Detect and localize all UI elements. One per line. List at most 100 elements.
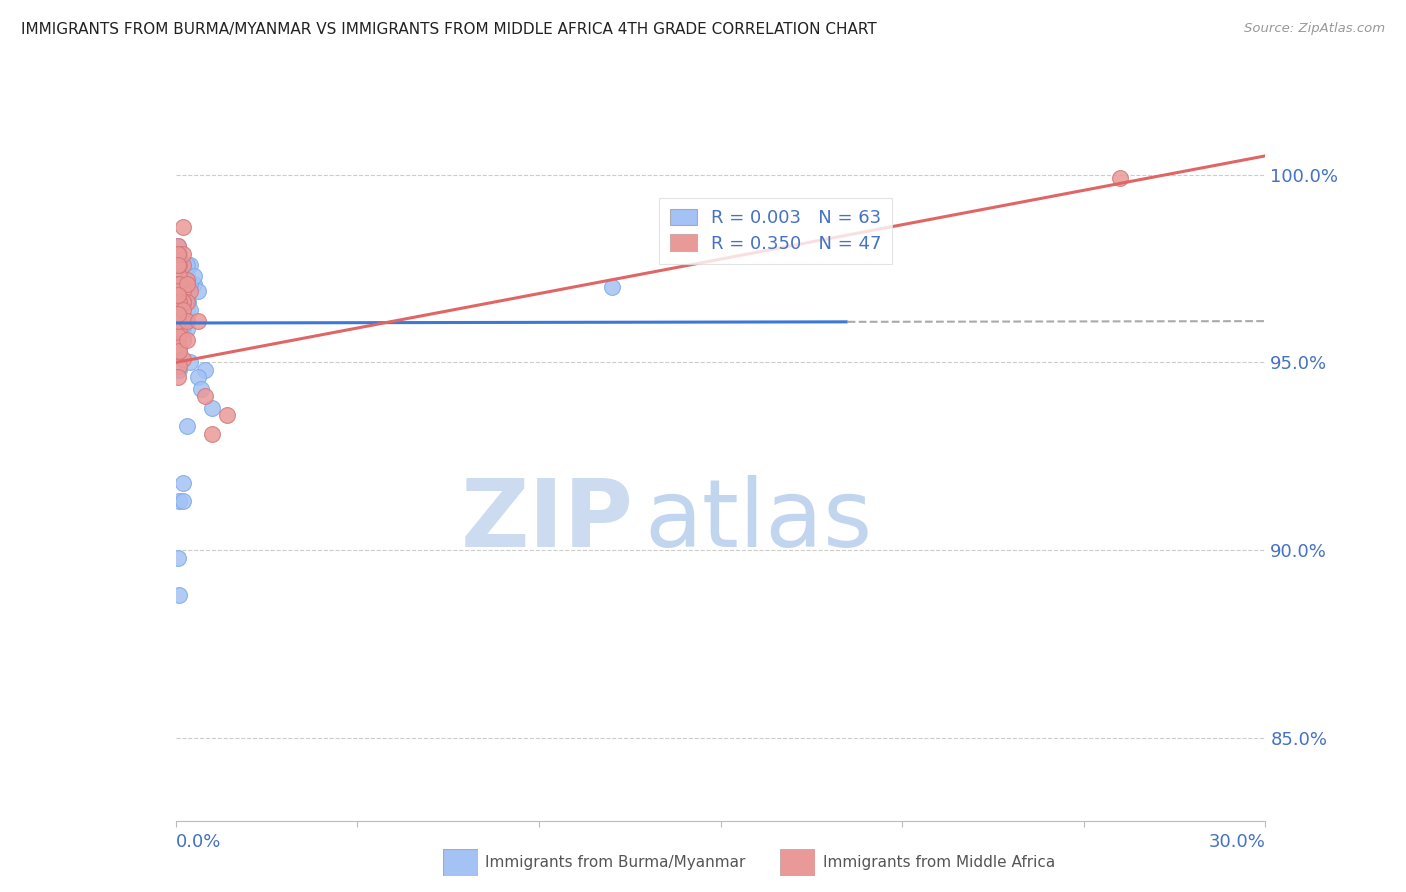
Point <box>179 302 201 317</box>
Point <box>172 494 194 508</box>
Point <box>166 321 188 335</box>
Point <box>169 288 191 302</box>
Point <box>172 314 194 328</box>
Point <box>169 277 191 291</box>
Point <box>169 326 191 340</box>
Point <box>169 302 191 317</box>
Point <box>201 401 224 415</box>
Point <box>169 494 191 508</box>
Point <box>169 295 191 310</box>
Point <box>169 302 191 317</box>
Point <box>172 351 194 366</box>
Point <box>166 295 188 310</box>
Point <box>183 268 205 283</box>
Text: Source: ZipAtlas.com: Source: ZipAtlas.com <box>1244 22 1385 36</box>
Point <box>172 258 194 272</box>
Point <box>172 475 194 490</box>
Point <box>169 363 191 377</box>
Point <box>166 314 188 328</box>
Point <box>176 314 198 328</box>
Text: Immigrants from Burma/Myanmar: Immigrants from Burma/Myanmar <box>485 855 745 870</box>
Point <box>169 258 191 272</box>
Point <box>169 307 191 321</box>
Point <box>177 295 200 310</box>
Point <box>166 258 188 272</box>
Text: 30.0%: 30.0% <box>1209 833 1265 852</box>
Point <box>172 258 194 272</box>
Point <box>173 284 195 298</box>
Point <box>166 344 188 359</box>
Point <box>166 550 188 565</box>
Point <box>176 295 198 310</box>
Text: ZIP: ZIP <box>461 475 633 567</box>
Point <box>172 314 194 328</box>
Point <box>169 284 191 298</box>
Point <box>169 340 191 354</box>
Point <box>169 344 191 359</box>
Point <box>166 302 188 317</box>
Point <box>172 314 194 328</box>
Point <box>166 329 188 343</box>
Legend: R = 0.003   N = 63, R = 0.350   N = 47: R = 0.003 N = 63, R = 0.350 N = 47 <box>659 198 893 263</box>
Point <box>176 258 198 272</box>
Point <box>172 318 194 332</box>
Point <box>166 284 188 298</box>
Point <box>169 321 191 335</box>
Point <box>176 321 198 335</box>
Point <box>179 284 201 298</box>
Point <box>186 284 209 298</box>
Point <box>183 277 205 291</box>
Text: 0.0%: 0.0% <box>176 833 221 852</box>
Point <box>176 333 198 347</box>
Point <box>169 268 191 283</box>
Point <box>169 307 191 321</box>
Point <box>176 314 198 328</box>
Point <box>169 295 191 310</box>
Point <box>176 419 198 434</box>
Point <box>172 314 194 328</box>
Point <box>172 307 194 321</box>
Point <box>169 314 191 328</box>
Point <box>172 273 194 287</box>
Point <box>166 239 188 253</box>
Point <box>166 333 188 347</box>
Point <box>169 246 191 260</box>
Point <box>169 277 191 291</box>
Text: IMMIGRANTS FROM BURMA/MYANMAR VS IMMIGRANTS FROM MIDDLE AFRICA 4TH GRADE CORRELA: IMMIGRANTS FROM BURMA/MYANMAR VS IMMIGRA… <box>21 22 877 37</box>
Point <box>166 326 188 340</box>
Point <box>176 277 198 291</box>
Text: Immigrants from Middle Africa: Immigrants from Middle Africa <box>823 855 1054 870</box>
Point <box>172 314 194 328</box>
Point <box>172 333 194 347</box>
Point <box>166 288 188 302</box>
Point <box>170 258 193 272</box>
Point <box>172 220 194 235</box>
Point <box>176 295 198 310</box>
Point <box>215 408 238 422</box>
Point <box>172 246 194 260</box>
Point <box>166 363 188 377</box>
Point <box>166 258 188 272</box>
Point <box>166 258 188 272</box>
Point <box>201 426 224 441</box>
Point <box>169 588 191 602</box>
Point <box>166 295 188 310</box>
Point <box>190 382 212 396</box>
Point <box>170 314 193 328</box>
Point <box>166 246 188 260</box>
Point <box>169 246 191 260</box>
Point <box>172 284 194 298</box>
Point <box>166 314 188 328</box>
Point <box>176 302 198 317</box>
Point <box>169 321 191 335</box>
Point <box>179 355 201 369</box>
Point <box>179 258 201 272</box>
Point <box>172 295 194 310</box>
Text: atlas: atlas <box>644 475 873 567</box>
Point <box>166 344 188 359</box>
Point <box>179 277 201 291</box>
Point <box>186 314 209 328</box>
Point <box>166 277 188 291</box>
Point <box>169 314 191 328</box>
Point <box>172 295 194 310</box>
